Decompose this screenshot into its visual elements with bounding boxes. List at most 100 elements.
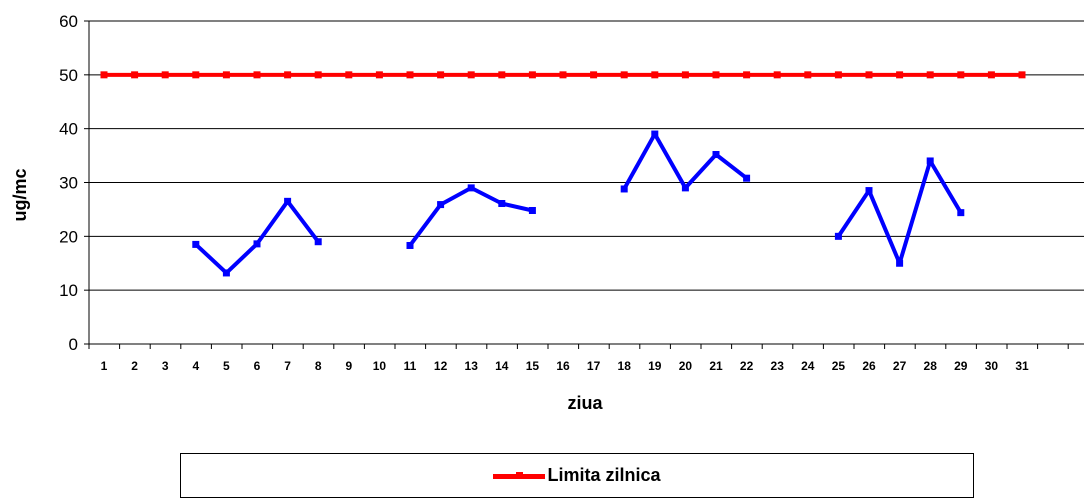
series-0-point-1 [100, 71, 108, 79]
x-tick-label-31: 31 [1015, 359, 1029, 373]
x-tick-label-25: 25 [832, 359, 846, 373]
series-1-point-25 [834, 232, 842, 240]
series-0-point-4 [192, 71, 200, 79]
x-tick-label-4: 4 [192, 359, 199, 373]
x-tick-label-14: 14 [495, 359, 509, 373]
series-0-point-17 [590, 71, 598, 79]
series-1-point-4 [192, 240, 200, 248]
series-1-point-6 [253, 240, 261, 248]
x-tick-label-21: 21 [709, 359, 723, 373]
y-tick-label-60: 60 [59, 12, 78, 31]
y-tick-label-0: 0 [69, 335, 78, 354]
series-1-point-12 [437, 201, 445, 209]
legend-label-limita: Limita zilnica [547, 465, 661, 485]
series-0-point-16 [559, 71, 567, 79]
x-tick-label-6: 6 [254, 359, 261, 373]
x-tick-label-3: 3 [162, 359, 169, 373]
series-0-point-7 [284, 71, 292, 79]
series-0-point-23 [773, 71, 781, 79]
series-0-point-28 [926, 71, 934, 79]
x-tick-label-28: 28 [924, 359, 938, 373]
x-tick-label-15: 15 [526, 359, 540, 373]
series-1-point-21 [712, 151, 720, 159]
series-0-point-25 [834, 71, 842, 79]
series-1-line-segment-0 [194, 199, 320, 275]
y-tick-label-50: 50 [59, 66, 78, 85]
series-0-point-11 [406, 71, 414, 79]
x-tick-label-17: 17 [587, 359, 601, 373]
series-1-point-18 [620, 185, 628, 193]
x-axis-title: ziua [567, 393, 603, 413]
x-tick-label-22: 22 [740, 359, 754, 373]
series-1-point-29 [957, 209, 965, 217]
series-1-point-19 [651, 130, 659, 138]
series-0-point-30 [987, 71, 995, 79]
series-0-point-24 [804, 71, 812, 79]
series-0-point-10 [375, 71, 383, 79]
series-0-point-19 [651, 71, 659, 79]
legend-marker [516, 471, 524, 479]
x-tick-label-30: 30 [985, 359, 999, 373]
axes [84, 20, 1084, 349]
x-tick-label-19: 19 [648, 359, 662, 373]
x-tick-label-5: 5 [223, 359, 230, 373]
series-1-point-13 [467, 184, 475, 192]
series-1-point-22 [743, 174, 751, 182]
x-tick-label-26: 26 [862, 359, 876, 373]
series-0-point-31 [1018, 71, 1026, 79]
series-1-point-15 [528, 206, 536, 214]
legend-item-limita: Limita zilnica [181, 465, 973, 486]
legend: Limita zilnica [180, 453, 974, 498]
series-0-point-22 [743, 71, 751, 79]
x-tick-label-10: 10 [373, 359, 387, 373]
y-tick-label-10: 10 [59, 281, 78, 300]
series-1-point-26 [865, 187, 873, 195]
series-0-point-6 [253, 71, 261, 79]
series-0-point-14 [498, 71, 506, 79]
x-tick-label-13: 13 [465, 359, 479, 373]
x-tick-label-11: 11 [404, 359, 417, 373]
x-tick-label-12: 12 [434, 359, 448, 373]
series-0-point-8 [314, 71, 322, 79]
series-0-point-29 [957, 71, 965, 79]
series-0-point-18 [620, 71, 628, 79]
series-1-point-20 [681, 184, 689, 192]
x-tick-label-24: 24 [801, 359, 815, 373]
series-1-point-28 [926, 157, 934, 165]
gridlines [89, 20, 1084, 291]
x-tick-label-8: 8 [315, 359, 322, 373]
series-0-point-27 [896, 71, 904, 79]
series-0-point-3 [161, 71, 169, 79]
series-1-point-7 [284, 197, 292, 205]
series-1-point-11 [406, 241, 414, 249]
series-0-point-15 [528, 71, 536, 79]
series-0-point-2 [131, 71, 139, 79]
series-0-point-5 [222, 71, 230, 79]
x-tick-label-9: 9 [345, 359, 352, 373]
y-tick-labels: 0 10 20 30 40 50 60 [59, 12, 78, 354]
y-tick-label-20: 20 [59, 227, 78, 246]
series-0-point-21 [712, 71, 720, 79]
series-1-line-segment-3 [836, 158, 963, 266]
series-0-point-9 [345, 71, 353, 79]
series-1-point-14 [498, 199, 506, 207]
x-tick-label-16: 16 [556, 359, 570, 373]
series-1-point-27 [896, 259, 904, 267]
series-0-point-26 [865, 71, 873, 79]
x-tick-labels: 1 2 3 4 5 6 7 8 9 10 11 12 13 14 15 16 17 18 19 20 21 22 23 24 2… [101, 359, 1029, 373]
x-tick-label-7: 7 [284, 359, 291, 373]
x-tick-label-18: 18 [618, 359, 632, 373]
y-axis-title: ug/mc [10, 168, 30, 221]
series-1-point-5 [222, 269, 230, 277]
series-0-point-13 [467, 71, 475, 79]
x-tick-label-1: 1 [101, 359, 108, 373]
x-tick-label-29: 29 [954, 359, 968, 373]
x-tick-label-2: 2 [131, 359, 138, 373]
series-0-point-20 [681, 71, 689, 79]
y-tick-label-30: 30 [59, 174, 78, 193]
series-1-point-8 [314, 238, 322, 246]
series-1-line-segment-2 [622, 132, 748, 190]
series-0-point-12 [437, 71, 445, 79]
x-tick-label-27: 27 [893, 359, 907, 373]
